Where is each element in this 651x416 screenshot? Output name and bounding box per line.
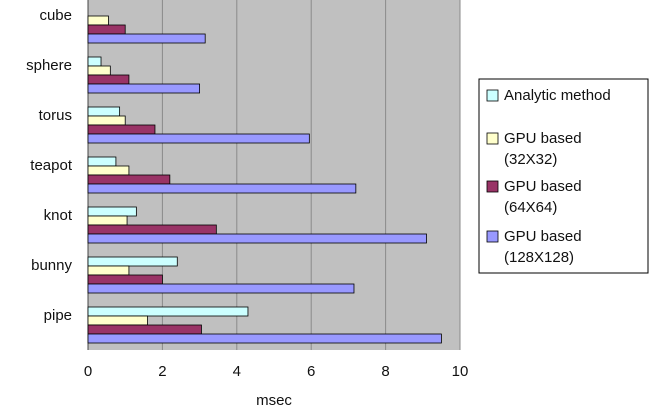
x-axis-title: msec <box>256 392 292 409</box>
bar-bunny-series-4 <box>87 283 355 294</box>
bar-pipe-series-4 <box>87 333 442 344</box>
category-label-bunny: bunny <box>31 257 72 274</box>
bar-teapot-series-2 <box>87 165 130 176</box>
bar-bunny-series-3 <box>87 274 163 285</box>
bar-cube-series-2 <box>87 15 109 26</box>
category-label-cube: cube <box>39 7 72 24</box>
bar-pipe-series-1 <box>87 306 249 317</box>
legend-label-3-line-2: (64X64) <box>504 199 557 216</box>
bar-teapot-series-1 <box>87 156 117 167</box>
legend-label-2-line-1: GPU based <box>504 130 582 147</box>
legend-swatch-3 <box>486 180 499 193</box>
legend-label-4-line-2: (128X128) <box>504 249 574 266</box>
bars <box>87 15 442 344</box>
x-tick-6: 6 <box>307 363 315 380</box>
bar-torus-series-2 <box>87 115 126 126</box>
bar-knot-series-2 <box>87 215 128 226</box>
category-label-teapot: teapot <box>30 157 73 174</box>
bar-pipe-series-3 <box>87 324 202 335</box>
x-tick-4: 4 <box>233 363 241 380</box>
bar-sphere-series-2 <box>87 65 111 76</box>
legend-swatch-4 <box>486 230 499 243</box>
bar-pipe-series-2 <box>87 315 148 326</box>
legend-box <box>478 78 649 274</box>
legend-label-1-line-1: Analytic method <box>504 87 611 104</box>
bar-cube-series-4 <box>87 33 206 44</box>
bar-torus-series-3 <box>87 124 156 135</box>
bar-teapot-series-3 <box>87 174 171 185</box>
legend-swatch-1 <box>486 89 499 102</box>
bar-knot-series-3 <box>87 224 217 235</box>
category-label-sphere: sphere <box>26 57 72 74</box>
category-label-pipe: pipe <box>44 307 72 324</box>
x-tick-labels: 0 2 4 6 8 10 <box>84 363 469 380</box>
bar-teapot-series-4 <box>87 183 357 194</box>
bar-bunny-series-2 <box>87 265 130 276</box>
bar-sphere-series-1 <box>87 56 102 67</box>
legend: Analytic method GPU based (32X32) GPU based… <box>478 78 649 274</box>
x-tick-10: 10 <box>452 363 469 380</box>
bar-cube-series-3 <box>87 24 126 35</box>
legend-label-2-line-2: (32X32) <box>504 151 557 168</box>
bar-torus-series-4 <box>87 133 310 144</box>
category-label-torus: torus <box>39 107 72 124</box>
legend-swatch-2 <box>486 132 499 145</box>
x-tick-0: 0 <box>84 363 92 380</box>
bar-sphere-series-4 <box>87 83 200 94</box>
bar-sphere-series-3 <box>87 74 130 85</box>
x-tick-2: 2 <box>158 363 166 380</box>
x-tick-8: 8 <box>381 363 389 380</box>
legend-label-3-line-1: GPU based <box>504 178 582 195</box>
bar-torus-series-1 <box>87 106 121 117</box>
legend-label-4-line-1: GPU based <box>504 228 582 245</box>
bar-bunny-series-1 <box>87 256 178 267</box>
category-label-knot: knot <box>44 207 73 224</box>
category-labels: cube sphere torus teapot knot bunny pipe <box>26 7 73 324</box>
bar-knot-series-1 <box>87 206 137 217</box>
bar-knot-series-4 <box>87 233 427 244</box>
